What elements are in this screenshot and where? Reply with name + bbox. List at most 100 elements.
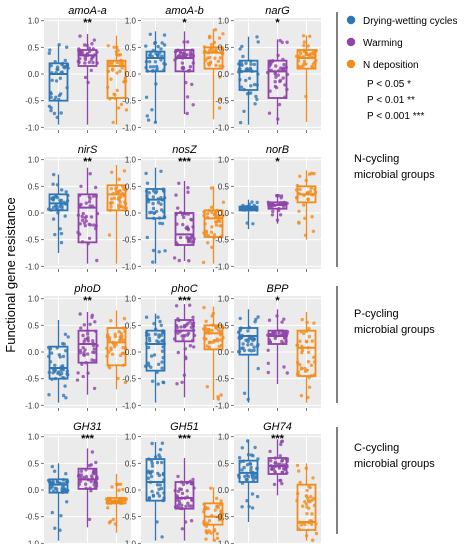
data-point xyxy=(88,322,92,326)
data-point xyxy=(217,36,222,40)
data-point xyxy=(309,495,313,499)
y-tick-label: 0.5 xyxy=(28,459,40,468)
box-nosz-2 xyxy=(172,181,196,263)
data-point xyxy=(302,43,306,48)
data-point xyxy=(214,211,218,215)
data-point xyxy=(177,181,181,185)
data-point xyxy=(107,338,112,343)
data-point xyxy=(191,103,195,107)
data-point xyxy=(109,187,114,191)
data-point xyxy=(239,85,244,89)
box-iqr xyxy=(106,59,127,99)
data-point xyxy=(89,463,94,467)
data-point xyxy=(278,79,282,84)
data-point xyxy=(180,503,184,507)
data-point xyxy=(75,378,80,382)
box-amoa-b-1 xyxy=(144,31,167,125)
data-point xyxy=(90,315,94,319)
data-point xyxy=(302,203,306,207)
data-point xyxy=(215,532,219,536)
data-point xyxy=(209,531,213,535)
data-point xyxy=(267,111,272,115)
data-point xyxy=(51,182,55,186)
data-point xyxy=(310,215,314,219)
data-point xyxy=(154,64,159,69)
panel-title-bpp: BPP xyxy=(266,283,289,295)
data-point xyxy=(312,321,316,325)
data-point xyxy=(188,344,193,348)
data-point xyxy=(215,326,219,330)
panel-gh31: 1.0 0.5 0.0 -0.5 -1.0 GH31*** xyxy=(25,421,131,544)
data-point xyxy=(310,522,314,526)
data-point xyxy=(207,328,211,332)
panel-gh51: 1.0 0.5 0.0 -0.5 -1.0 GH51*** xyxy=(122,421,228,544)
group-brackets: N-cycling microbial groups P-cycling mic… xyxy=(336,12,435,534)
data-point xyxy=(52,172,56,177)
data-point xyxy=(148,339,152,343)
y-tick-label: 1.0 xyxy=(218,156,230,165)
y-tick-label: -1.0 xyxy=(122,539,136,544)
data-point xyxy=(145,181,150,185)
data-point xyxy=(117,195,121,199)
data-point xyxy=(176,331,180,335)
data-point xyxy=(188,50,193,55)
data-point xyxy=(307,334,312,339)
box-phoc-1 xyxy=(143,313,166,403)
y-tick-label: 1.0 xyxy=(28,156,40,165)
data-point xyxy=(150,464,155,468)
data-point xyxy=(217,219,222,224)
y-tick-label: 0.5 xyxy=(125,182,137,191)
data-point xyxy=(84,201,89,205)
data-point xyxy=(218,56,222,60)
y-tick-label: 0.5 xyxy=(28,43,40,52)
data-point xyxy=(309,363,314,367)
data-point xyxy=(219,393,223,397)
box-iqr xyxy=(203,209,224,238)
data-point xyxy=(163,249,167,253)
data-point xyxy=(268,449,272,454)
data-point xyxy=(87,195,91,199)
box-amoa-a-2 xyxy=(76,34,99,125)
y-tick-label: -1.0 xyxy=(215,123,229,132)
panel-title-phod: phoD xyxy=(73,283,100,295)
y-tick-label: 0.5 xyxy=(28,182,40,191)
box-amoa-a-3 xyxy=(106,35,129,125)
group-label-n-line2: microbial groups xyxy=(354,169,435,181)
data-point xyxy=(59,240,64,245)
data-point xyxy=(47,51,51,55)
data-point xyxy=(86,332,90,336)
data-point xyxy=(210,210,214,215)
data-point xyxy=(305,488,309,493)
box-nirs-1 xyxy=(46,172,70,253)
data-point xyxy=(241,342,245,346)
y-tick-label: -1.0 xyxy=(215,401,229,410)
data-point xyxy=(242,348,247,353)
panel-title-amoa-a: amoA-a xyxy=(68,5,107,17)
data-point xyxy=(151,65,156,69)
data-point xyxy=(186,240,191,244)
data-point xyxy=(181,213,185,217)
data-point xyxy=(62,342,66,346)
data-point xyxy=(306,350,311,354)
data-point xyxy=(189,325,194,329)
data-point xyxy=(266,361,270,365)
data-point xyxy=(78,312,82,316)
box-iqr xyxy=(174,49,195,73)
data-point xyxy=(192,345,196,349)
data-point xyxy=(251,454,255,458)
box-amoa-b-3 xyxy=(202,28,225,120)
data-point xyxy=(144,95,149,100)
data-point xyxy=(213,56,217,60)
data-point xyxy=(144,171,148,176)
data-point xyxy=(54,194,58,199)
data-point xyxy=(277,466,281,470)
data-point xyxy=(255,200,259,205)
data-point xyxy=(150,108,154,112)
data-point xyxy=(277,102,282,107)
data-point xyxy=(249,465,253,470)
data-point xyxy=(157,494,162,498)
y-tick-label: -0.5 xyxy=(25,513,39,522)
data-point xyxy=(119,102,124,107)
data-point xyxy=(207,519,212,523)
data-point xyxy=(256,315,260,319)
